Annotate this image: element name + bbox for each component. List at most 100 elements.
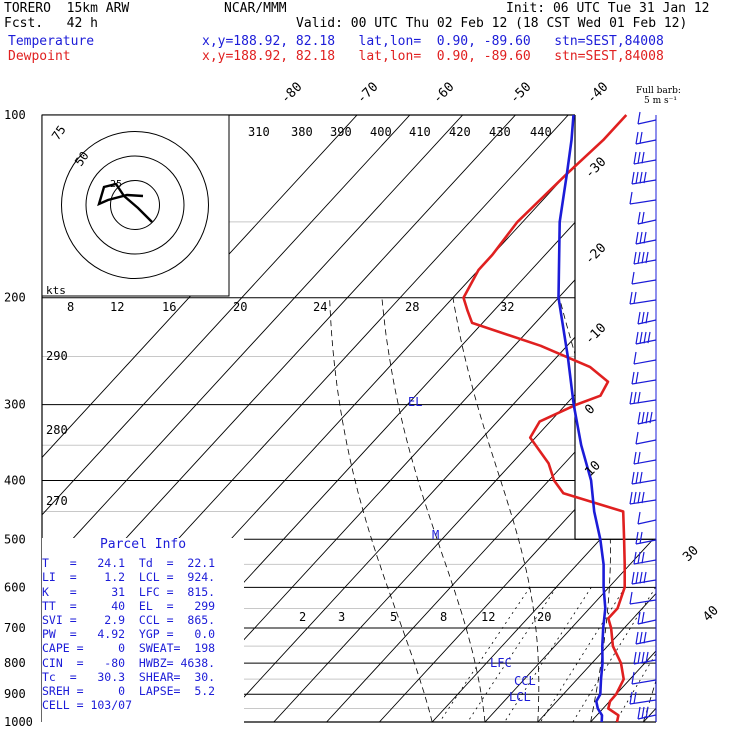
wind-barb-flag: [641, 211, 645, 224]
wind-barb-flag: [639, 471, 643, 484]
wind-barb-flag: [641, 251, 645, 264]
hodograph-speed-label: 32: [500, 300, 514, 314]
isotherm-line: [42, 115, 411, 722]
wind-barb-flag: [641, 706, 645, 719]
pressure-label: 1000: [4, 715, 33, 729]
wind-barb: [637, 319, 657, 325]
mixing-ratio-label: 12: [481, 610, 495, 624]
pressure-label: 900: [4, 687, 26, 701]
wind-barb-flag: [641, 151, 645, 164]
wind-barb: [629, 199, 657, 205]
wind-barb-flag: [631, 271, 635, 285]
wind-barb-flag: [633, 391, 637, 404]
wind-barb-flag: [643, 231, 647, 244]
wind-barb: [629, 599, 657, 605]
temp-tick-label: -30: [582, 155, 609, 182]
theta-label: 310: [248, 125, 270, 139]
wind-barb-flag: [633, 451, 637, 465]
right-tick-40: 40: [700, 603, 722, 625]
wind-barb-flag: [641, 411, 645, 424]
wind-barb-flag: [641, 551, 645, 564]
isotherm-line: [42, 115, 463, 722]
hodograph-ring: [110, 180, 160, 230]
wind-barb-flag: [633, 251, 637, 265]
wind-barb-flag: [633, 691, 637, 704]
temp-tick-label: -40: [584, 80, 611, 107]
wind-barb: [635, 439, 657, 445]
wind-barb-flag: [641, 611, 645, 624]
wind-barb-flag: [637, 311, 641, 325]
wind-barb-flag: [645, 706, 649, 719]
wind-barb-flag: [633, 491, 637, 504]
wind-barb-flag: [637, 651, 641, 664]
parcel-info-title: Parcel Info: [99, 537, 187, 552]
wind-barb-flag: [631, 371, 635, 385]
parcel-row-k: K = 31 LFC = 815.: [42, 584, 216, 599]
wind-barb: [635, 539, 657, 545]
hodograph-speed-label: 8: [67, 300, 74, 314]
wind-barb-flag: [629, 591, 633, 605]
hodograph-speed-label: 20: [233, 300, 247, 314]
theta-label: 420: [449, 125, 471, 139]
wind-barb: [635, 239, 657, 245]
level-label-lcl: LCL: [509, 690, 531, 704]
isotherm-line: [643, 115, 656, 722]
temp-tick-label: -80: [278, 80, 305, 107]
moist-adiabat: [329, 297, 433, 722]
isotherm-line: [537, 115, 656, 722]
wind-barb-flag: [645, 251, 649, 264]
wind-barb-flag: [641, 311, 645, 324]
mixing-ratio-label: 8: [440, 610, 447, 624]
wind-barb-flag: [633, 151, 637, 165]
wind-barb-flag: [637, 451, 641, 464]
wind-barb-flag: [637, 611, 641, 625]
pressure-label: 700: [4, 621, 26, 635]
wind-barb: [633, 159, 657, 165]
parcel-row-tt: TT = 40 EL = 299: [42, 598, 216, 613]
model-name: TORERO 15km ARW: [4, 1, 130, 16]
wind-barb: [635, 139, 657, 145]
wind-barb-flag: [629, 191, 633, 205]
parcel-info-rows: T = 24.1 Td = 22.1 LI = 1.2 LCL = 924. K…: [42, 556, 244, 712]
wind-barb-flag: [635, 571, 639, 584]
isotherm-line: [696, 115, 740, 722]
theta-left-label: 280: [46, 423, 68, 437]
theta-label: 410: [409, 125, 431, 139]
wind-barb-flag: [637, 111, 641, 125]
hodograph-label-25: 25: [110, 179, 122, 190]
valid-time: Valid: 00 UTC Thu 02 Feb 12 (18 CST Wed …: [296, 16, 688, 31]
level-label-el: EL: [408, 395, 422, 409]
wind-barb-flag: [643, 571, 647, 584]
forecast-hour: Fcst. 42 h: [4, 16, 98, 31]
pressure-label: 200: [4, 291, 26, 305]
wind-barb-flag: [645, 411, 649, 424]
mixing-ratio-line: [467, 587, 557, 722]
wind-barb-flag: [631, 671, 635, 685]
theta-label: 380: [291, 125, 313, 139]
moist-adiabat: [643, 297, 656, 722]
wind-barb-flag: [639, 531, 643, 544]
parcel-row-cell: CELL = 103/07: [42, 698, 133, 713]
wind-barb-flag: [633, 551, 637, 565]
wind-barb-flag: [641, 491, 645, 504]
mixing-ratio-line: [540, 587, 626, 722]
wind-barb-flag: [637, 706, 641, 720]
wind-barb-flag: [635, 371, 639, 384]
dewpoint-legend-label: Dewpoint: [8, 49, 71, 64]
hodograph-label-75: 75: [49, 123, 69, 143]
isotherm-line: [220, 115, 656, 722]
hodograph-speed-label: 28: [405, 300, 419, 314]
wind-barb-flag: [645, 311, 649, 324]
temp-tick-label: -60: [430, 80, 457, 107]
mixing-ratio-label: 20: [537, 610, 551, 624]
moist-adiabat: [381, 297, 486, 722]
isotherm-line: [590, 115, 656, 722]
pressure-label: 100: [4, 108, 26, 122]
wind-barb: [637, 119, 657, 125]
wind-barb-flag: [643, 171, 647, 184]
wind-barb: [633, 359, 657, 365]
wind-barb-flag: [633, 291, 637, 304]
temp-tick-label: -20: [582, 241, 609, 268]
wind-barb-flag: [635, 431, 639, 445]
